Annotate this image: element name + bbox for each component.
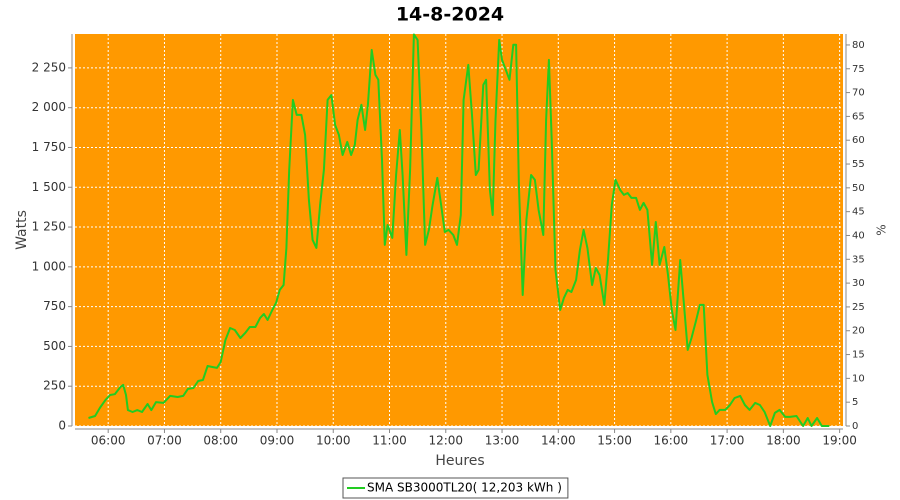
y-tick-label: 1 750 [32,140,66,154]
y-tick-label: 1 500 [32,180,66,194]
x-tick-label: 18:00 [766,434,801,448]
y-tick-label: 2 250 [32,60,66,74]
legend: SMA SB3000TL20( 12,203 kWh ) [342,477,569,499]
y2-tick-label: 45 [852,207,865,218]
x-tick-label: 17:00 [710,434,745,448]
legend-box [342,477,569,499]
y2-tick-label: 30 [852,278,865,289]
y2-tick-label: 40 [852,230,865,241]
y2-tick-label: 0 [852,421,858,432]
y2-tick-label: 20 [852,326,865,337]
x-tick-label: 06:00 [91,434,126,448]
y2-tick-label: 50 [852,183,865,194]
y2-tick-label: 55 [852,159,865,170]
x-tick-label: 16:00 [654,434,689,448]
y2-tick-label: 10 [852,373,865,384]
x-tick-label: 07:00 [147,434,182,448]
y2-tick-label: 35 [852,254,865,265]
y2-tick-label: 60 [852,135,865,146]
legend-label: SMA SB3000TL20( 12,203 kWh ) [367,481,562,495]
x-tick-label: 11:00 [372,434,407,448]
x-tick-label: 10:00 [316,434,351,448]
y2-tick-label: 75 [852,64,865,75]
x-axis-label: Heures [435,453,484,469]
y2-tick-label: 25 [852,302,865,313]
y-tick-label: 2 000 [32,100,66,114]
series-line [88,33,830,427]
x-tick-label: 14:00 [541,434,576,448]
y2-tick-label: 65 [852,111,865,122]
x-tick-label: 19:00 [822,434,857,448]
y-tick-label: 500 [43,339,66,353]
x-tick-label: 15:00 [597,434,632,448]
x-tick-label: 13:00 [485,434,520,448]
y2-tick-label: 5 [852,397,858,408]
x-tick-label: 12:00 [428,434,463,448]
y-axis-label: Watts [14,210,30,250]
y2-tick-label: 15 [852,350,865,361]
y2-axis-label: % [875,224,889,235]
x-tick-label: 08:00 [203,434,238,448]
y-tick-label: 1 250 [32,220,66,234]
y2-tick-label: 80 [852,40,865,51]
x-tick-label: 09:00 [260,434,295,448]
chart-title: 14-8-2024 [396,4,504,26]
y-tick-label: 250 [43,379,66,393]
y-tick-label: 0 [58,419,66,433]
y-tick-label: 750 [43,299,66,313]
y-tick-label: 1 000 [32,259,66,273]
y2-tick-label: 70 [852,88,865,99]
